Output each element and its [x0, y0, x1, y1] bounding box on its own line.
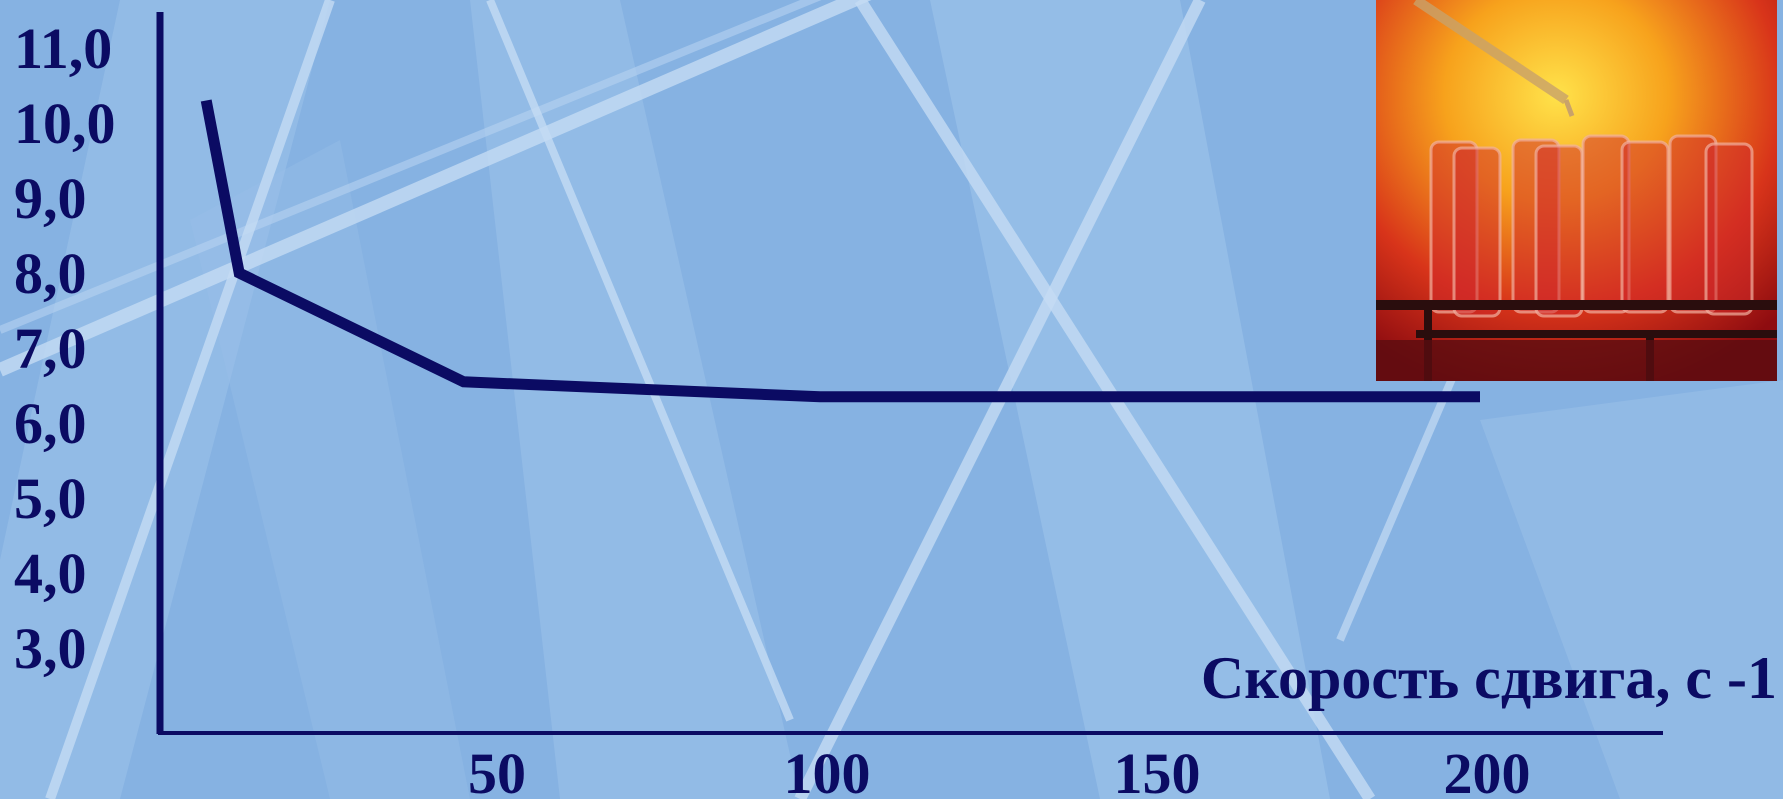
y-tick-label: 11,0	[14, 16, 112, 81]
x-tick-label: 200	[1444, 741, 1531, 799]
y-tick-label: 10,0	[14, 91, 116, 156]
x-tick-label: 100	[784, 741, 871, 799]
test-tubes-photo	[1376, 0, 1777, 381]
y-tick-label: 3,0	[14, 616, 87, 681]
y-tick-label: 5,0	[14, 466, 87, 531]
x-axis-title: Скорость сдвига, с -1	[1201, 645, 1777, 711]
y-tick-label: 8,0	[14, 241, 87, 306]
y-tick-label: 4,0	[14, 541, 87, 606]
y-tick-label: 7,0	[14, 316, 87, 381]
y-tick-label: 9,0	[14, 166, 87, 231]
x-tick-label: 150	[1114, 741, 1201, 799]
series-line	[200, 99, 1480, 403]
y-tick-label: 6,0	[14, 391, 87, 456]
x-tick-label: 50	[468, 741, 526, 799]
